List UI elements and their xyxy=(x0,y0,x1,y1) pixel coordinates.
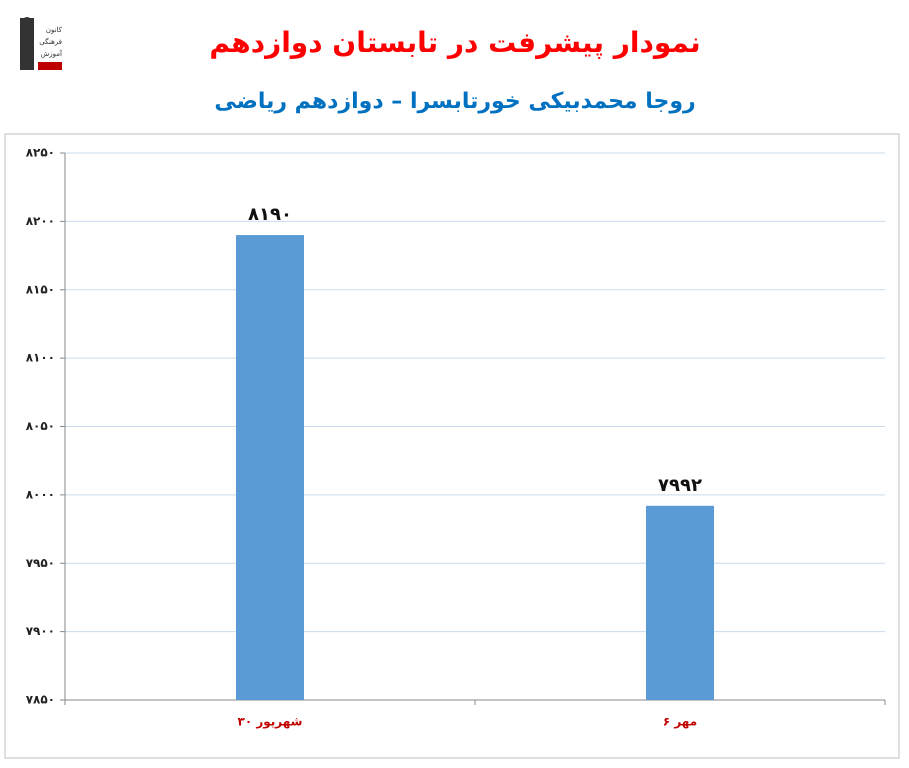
chart-title: نمودار پیشرفت در تابستان دوازدهم xyxy=(209,26,700,59)
bar xyxy=(236,235,304,701)
x-tick-label: ۶ مهر xyxy=(663,715,697,729)
value-label: ۸۱۹۰ xyxy=(248,204,292,225)
y-tick-label: ۸۲۰۰ xyxy=(26,214,55,228)
logo-text: کانون xyxy=(46,26,63,34)
y-tick-label: ۸۱۵۰ xyxy=(26,282,55,296)
y-tick-label: ۷۸۵۰ xyxy=(26,693,55,707)
logo: کانون فرهنگی آموزش xyxy=(20,17,63,70)
bar xyxy=(646,505,714,700)
chart-frame xyxy=(4,133,900,759)
value-label: ۷۹۹۲ xyxy=(658,475,702,496)
y-tick-label: ۷۹۵۰ xyxy=(26,556,55,570)
y-tick-label: ۸۱۰۰ xyxy=(26,351,55,365)
y-tick-label: ۸۰۵۰ xyxy=(26,419,55,433)
y-tick-label: ۷۹۰۰ xyxy=(26,624,55,638)
x-tick-label: ۳۰ شهریور xyxy=(238,715,303,730)
y-tick-label: ۸۰۰۰ xyxy=(26,487,55,501)
logo-figure xyxy=(20,18,34,70)
logo-band xyxy=(38,62,62,70)
chart-subtitle: روجا محمدبیکی خورتابسرا – دوازدهم ریاضی xyxy=(214,89,695,114)
y-tick-label: ۸۲۵۰ xyxy=(26,146,55,160)
logo-text: آموزش xyxy=(41,49,63,58)
logo-text: فرهنگی xyxy=(39,37,62,46)
logo-head xyxy=(22,17,32,27)
